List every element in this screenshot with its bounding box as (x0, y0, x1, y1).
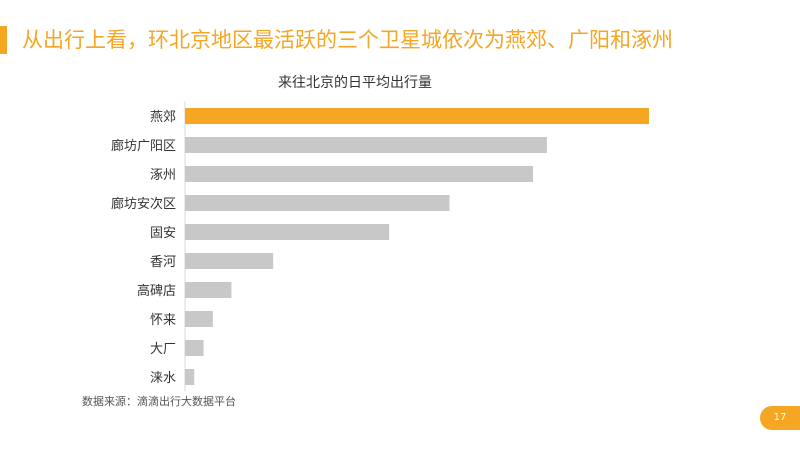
category-label: 廊坊安次区 (111, 196, 176, 212)
bar-5 (185, 253, 274, 269)
chart-title: 来往北京的日平均出行量 (278, 75, 432, 91)
title-accent-bar (0, 26, 7, 54)
bar-8 (185, 340, 204, 356)
data-source-note: 数据来源：滴滴出行大数据平台 (82, 395, 236, 408)
category-label: 高碑店 (137, 283, 176, 299)
bar-3 (185, 195, 450, 211)
bar-4 (185, 224, 390, 240)
bar-6 (185, 282, 232, 298)
category-label: 怀来 (150, 313, 176, 328)
slide-headline: 从出行上看，环北京地区最活跃的三个卫星城依次为燕郊、广阳和涿州 (22, 28, 673, 52)
category-label: 涞水 (150, 371, 176, 386)
category-label: 燕郊 (150, 109, 176, 125)
category-label: 大厂 (150, 342, 176, 357)
bar-7 (185, 311, 213, 327)
bar-2 (185, 166, 533, 182)
category-label: 香河 (150, 255, 176, 270)
category-label: 固安 (150, 226, 176, 241)
category-label: 涿州 (150, 168, 176, 183)
category-label: 廊坊广阳区 (111, 138, 176, 154)
page-number-badge: 17 (760, 406, 800, 430)
bar-9 (185, 369, 195, 385)
bar-0 (185, 108, 649, 124)
bar-1 (185, 137, 547, 153)
